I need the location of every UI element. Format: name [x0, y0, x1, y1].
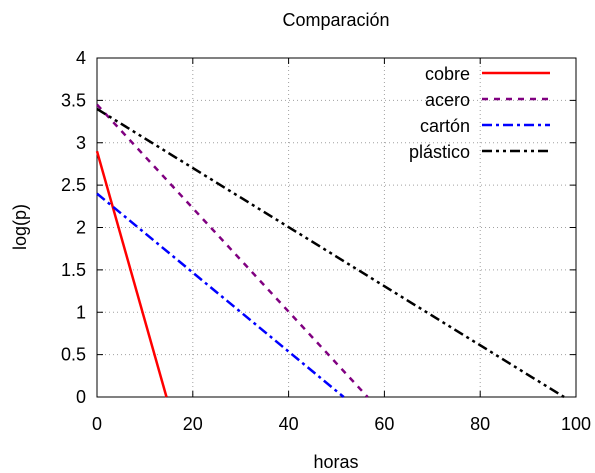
- legend: cobre acero cartón plástico: [409, 64, 550, 162]
- y-tick-label: 2: [76, 218, 86, 238]
- series-lines: [95, 103, 565, 399]
- series-line-2: [96, 103, 369, 398]
- y-tick-label: 3: [76, 133, 86, 153]
- y-tick-label: 1: [76, 302, 86, 322]
- x-axis-label: horas: [313, 452, 358, 472]
- legend-label: cobre: [425, 64, 470, 84]
- y-tick-label: 2.5: [61, 175, 86, 195]
- x-tick-label: 40: [279, 414, 299, 434]
- series-line-3: [96, 192, 345, 398]
- x-tick-label: 100: [561, 414, 591, 434]
- grid: [97, 58, 576, 397]
- series-line-4: [96, 107, 565, 399]
- y-tick-label: 3.5: [61, 90, 86, 110]
- y-tick-label: 0.5: [61, 345, 86, 365]
- x-tick-label: 80: [470, 414, 490, 434]
- legend-label: acero: [425, 90, 470, 110]
- y-tick-label: 4: [76, 48, 86, 68]
- y-tick-label: 1.5: [61, 260, 86, 280]
- axis-ticks: 0 20 40 60 80 100 0 0.5 1 1.5 2 2.5 3 3.5 4: [61, 48, 591, 434]
- legend-label: cartón: [420, 116, 470, 136]
- x-tick-label: 0: [92, 414, 102, 434]
- x-tick-label: 20: [183, 414, 203, 434]
- x-tick-label: 60: [374, 414, 394, 434]
- y-tick-label: 0: [76, 387, 86, 407]
- legend-label: plástico: [409, 142, 470, 162]
- y-axis-label: log(p): [10, 204, 30, 250]
- plot-frame: [96, 57, 577, 398]
- chart-title: Comparación: [282, 10, 389, 30]
- series-line-1: [95, 150, 168, 398]
